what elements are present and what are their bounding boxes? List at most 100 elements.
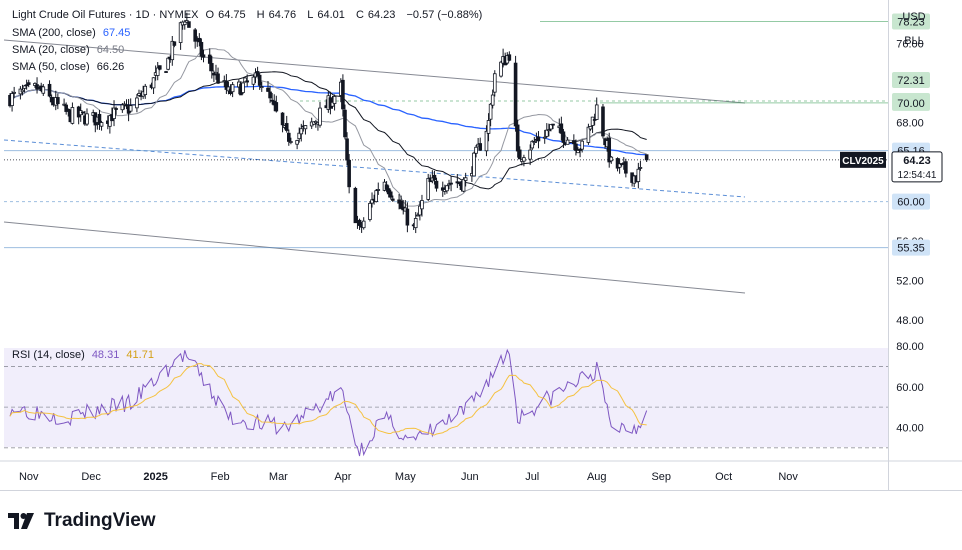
candle-body-51	[155, 67, 160, 76]
price-tags-layer: 78.2372.3170.1970.0065.1660.0055.35CLV20…	[840, 13, 943, 256]
candle-body-87	[259, 86, 264, 89]
candle-body-197	[580, 140, 584, 150]
candle-body-187	[551, 123, 555, 126]
level-tag-1: 72.31	[897, 75, 925, 87]
unit-button[interactable]: BLL	[904, 35, 924, 47]
candle-body-160	[474, 146, 478, 154]
upper-channel-line	[3, 39, 746, 104]
axes-layer: Nov Dec 2025 Feb Mar Apr May Jun Jul Aug Sep Oct Nov…	[19, 39, 924, 483]
candle-body-49	[151, 77, 156, 89]
change-value: −0.57 (−0.88%)	[406, 9, 483, 21]
candle-body-67	[201, 54, 206, 58]
candle-body-134	[399, 200, 403, 209]
open-value: O 64.75	[205, 9, 246, 21]
candle-body-27	[85, 113, 89, 125]
candle-body-47	[143, 85, 148, 96]
level-lines	[4, 20, 888, 249]
candle-body-195	[576, 150, 580, 154]
candle-body-196	[578, 149, 582, 151]
candle-body-141	[418, 205, 422, 216]
symbol-tag: CLV2025	[842, 156, 884, 167]
candle-body-81	[243, 77, 247, 83]
candle-body-184	[544, 129, 549, 137]
candle-body-201	[592, 119, 597, 121]
candle-body-66	[199, 41, 204, 57]
low-value: L 64.01	[307, 9, 345, 21]
candle-body-56	[170, 40, 175, 61]
candle-body-17	[56, 97, 60, 105]
candle-body-89	[268, 91, 272, 99]
sma-20-legend: SMA (20, close) 64.50	[12, 44, 128, 56]
candle-body-147	[434, 180, 439, 189]
sma-20-value: 64.50	[96, 44, 125, 56]
candle-body-163	[484, 130, 489, 152]
candle-body-146	[432, 174, 437, 181]
x-axis-label-3: Feb	[211, 471, 230, 483]
candle-body-72	[216, 73, 220, 84]
currency-button[interactable]: USD	[902, 11, 926, 23]
rsi-axis-label-0: 80.00	[896, 341, 924, 353]
candle-body-189	[559, 123, 564, 134]
candle-body-1	[10, 93, 14, 106]
x-axis-label-6: May	[395, 471, 416, 483]
tradingview-logo[interactable]: TradingView	[8, 510, 156, 532]
candle-body-140	[415, 214, 420, 217]
x-axis-label-5: Apr	[334, 471, 351, 483]
x-axis-label-1: Dec	[81, 471, 101, 483]
candle-body-159	[472, 152, 476, 177]
countdown-tag: 12:54:41	[898, 170, 937, 181]
candle-body-193	[572, 140, 576, 145]
candle-body-166	[490, 94, 495, 106]
candle-body-80	[241, 82, 245, 93]
candle-body-68	[207, 54, 212, 64]
candle-body-6	[24, 84, 29, 87]
tradingview-logo-icon	[8, 513, 34, 529]
level-tag-0: 78.23	[897, 16, 925, 28]
candle-body-97	[289, 141, 293, 143]
candle-body-4	[20, 89, 25, 93]
symbol-title: Light Crude Oil Futures · 1D · NYMEX	[12, 9, 199, 21]
candle-body-202	[594, 104, 599, 120]
candle-body-216	[636, 168, 641, 182]
candle-body-112	[332, 96, 337, 104]
candle-body-40	[124, 104, 129, 107]
current-price-tag-bg	[891, 151, 943, 183]
candle-body-52	[158, 65, 162, 70]
candle-body-168	[499, 61, 503, 77]
level-tag-6: 55.35	[897, 243, 925, 255]
candle-body-198	[586, 126, 591, 143]
candle-body-12	[41, 86, 46, 94]
candle-body-71	[214, 71, 218, 75]
rsi-line	[9, 348, 648, 457]
candle-body-96	[287, 132, 291, 142]
price-axis-label-1: 68.00	[896, 118, 924, 130]
candle-body-99	[297, 132, 302, 140]
candle-body-192	[565, 139, 570, 145]
sma-50-legend: SMA (50, close) 66.26	[12, 61, 128, 73]
x-axis-label-2: 2025	[143, 471, 167, 483]
rsi-ma-value: 41.71	[126, 349, 154, 361]
rsi-pane	[4, 348, 888, 457]
candle-body-212	[624, 161, 628, 174]
candle-body-19	[64, 104, 68, 112]
candle-body-185	[547, 129, 551, 132]
candle-body-164	[486, 120, 491, 134]
sma-200-label: SMA (200, close)	[12, 27, 96, 39]
candle-body-207	[609, 156, 614, 162]
candle-body-123	[368, 202, 372, 220]
candle-body-177	[522, 157, 526, 162]
x-axis-label-7: Jun	[461, 471, 479, 483]
x-axis-label-0: Nov	[19, 471, 39, 483]
candle-body-44	[137, 93, 141, 96]
rsi-background	[4, 348, 888, 447]
candle-body-102	[303, 125, 308, 130]
candle-body-2	[12, 91, 16, 94]
rsi-axis-label-2: 40.00	[896, 422, 924, 434]
level-tag-bg-1	[892, 71, 930, 88]
candle-body-31	[97, 113, 102, 125]
candle-body-70	[212, 72, 216, 76]
candle-body-36	[112, 107, 116, 119]
candle-body-183	[542, 136, 547, 139]
candle-body-199	[588, 126, 593, 130]
